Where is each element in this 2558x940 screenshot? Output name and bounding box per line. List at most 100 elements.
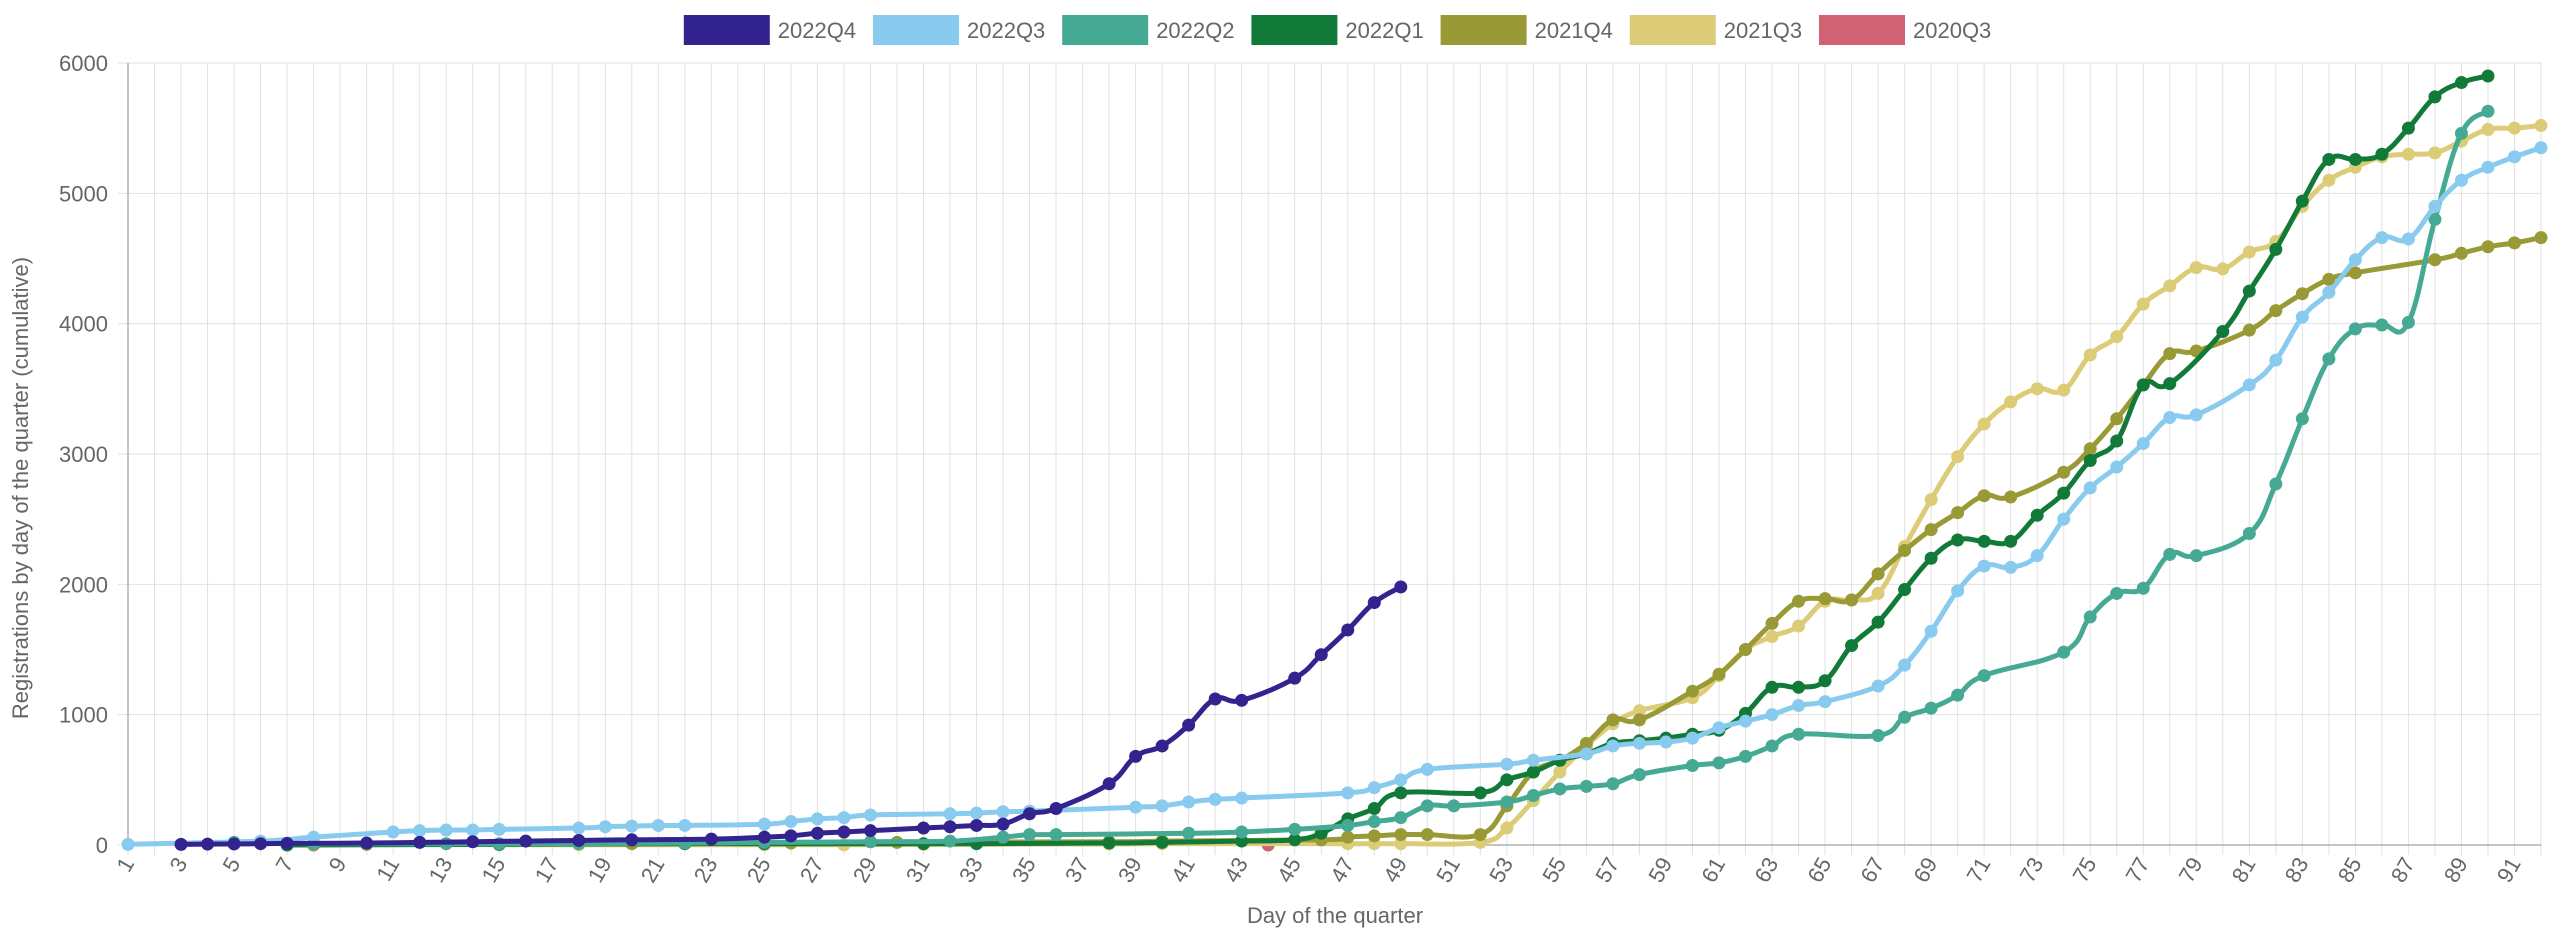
data-point[interactable] <box>784 815 798 829</box>
data-point[interactable] <box>2295 194 2309 208</box>
data-point[interactable] <box>1632 768 1646 782</box>
data-point[interactable] <box>1606 739 1620 753</box>
data-point[interactable] <box>1871 615 1885 629</box>
data-point[interactable] <box>2295 412 2309 426</box>
data-point[interactable] <box>863 824 877 838</box>
data-point[interactable] <box>2375 318 2389 332</box>
data-point[interactable] <box>2454 126 2468 140</box>
data-point[interactable] <box>2481 160 2495 174</box>
data-point[interactable] <box>2454 76 2468 90</box>
data-point[interactable] <box>2216 324 2230 338</box>
data-point[interactable] <box>2507 121 2521 135</box>
data-point[interactable] <box>2004 490 2018 504</box>
data-point[interactable] <box>2216 262 2230 276</box>
data-point[interactable] <box>1394 580 1408 594</box>
data-point[interactable] <box>1924 624 1938 638</box>
data-point[interactable] <box>2189 261 2203 275</box>
data-point[interactable] <box>439 823 453 837</box>
data-point[interactable] <box>837 825 851 839</box>
data-point[interactable] <box>572 833 586 847</box>
data-point[interactable] <box>2295 310 2309 324</box>
data-point[interactable] <box>1235 834 1249 848</box>
data-point[interactable] <box>1500 795 1514 809</box>
data-point[interactable] <box>2481 240 2495 254</box>
data-point[interactable] <box>837 811 851 825</box>
data-point[interactable] <box>2057 486 2071 500</box>
data-point[interactable] <box>2401 232 2415 246</box>
data-point[interactable] <box>1924 523 1938 537</box>
data-point[interactable] <box>2030 382 2044 396</box>
data-point[interactable] <box>1447 799 1461 813</box>
data-point[interactable] <box>1473 828 1487 842</box>
data-point[interactable] <box>2136 378 2150 392</box>
data-point[interactable] <box>1367 596 1381 610</box>
data-point[interactable] <box>810 812 824 826</box>
data-point[interactable] <box>2057 465 2071 479</box>
data-point[interactable] <box>360 836 374 850</box>
data-point[interactable] <box>1288 822 1302 836</box>
data-point[interactable] <box>1685 684 1699 698</box>
data-point[interactable] <box>1818 674 1832 688</box>
data-point[interactable] <box>280 836 294 850</box>
data-point[interactable] <box>2454 246 2468 260</box>
data-point[interactable] <box>2030 508 2044 522</box>
data-point[interactable] <box>2083 610 2097 624</box>
data-point[interactable] <box>2057 383 2071 397</box>
data-point[interactable] <box>1898 710 1912 724</box>
data-point[interactable] <box>2004 395 2018 409</box>
data-point[interactable] <box>1977 417 1991 431</box>
data-point[interactable] <box>1951 450 1965 464</box>
data-point[interactable] <box>1553 765 1567 779</box>
data-point[interactable] <box>1023 828 1037 842</box>
data-point[interactable] <box>2083 442 2097 456</box>
data-point[interactable] <box>1977 559 1991 573</box>
data-point[interactable] <box>466 835 480 849</box>
data-point[interactable] <box>254 837 268 851</box>
data-point[interactable] <box>1977 534 1991 548</box>
data-point[interactable] <box>307 830 321 844</box>
data-point[interactable] <box>2136 297 2150 311</box>
data-point[interactable] <box>2428 199 2442 213</box>
data-point[interactable] <box>2322 352 2336 366</box>
data-point[interactable] <box>1898 658 1912 672</box>
data-point[interactable] <box>492 822 506 836</box>
data-point[interactable] <box>2163 279 2177 293</box>
data-point[interactable] <box>1951 688 1965 702</box>
data-point[interactable] <box>2401 315 2415 329</box>
data-point[interactable] <box>2057 645 2071 659</box>
data-point[interactable] <box>996 817 1010 831</box>
data-point[interactable] <box>863 835 877 849</box>
data-point[interactable] <box>1155 799 1169 813</box>
data-point[interactable] <box>1977 669 1991 683</box>
data-point[interactable] <box>1632 704 1646 718</box>
data-point[interactable] <box>1739 714 1753 728</box>
data-point[interactable] <box>2428 146 2442 160</box>
data-point[interactable] <box>1049 802 1063 816</box>
data-point[interactable] <box>2057 512 2071 526</box>
data-point[interactable] <box>863 808 877 822</box>
data-point[interactable] <box>1526 788 1540 802</box>
data-point[interactable] <box>2481 69 2495 83</box>
data-point[interactable] <box>1898 583 1912 597</box>
data-point[interactable] <box>2322 285 2336 299</box>
data-point[interactable] <box>2401 121 2415 135</box>
data-point[interactable] <box>916 821 930 835</box>
data-point[interactable] <box>757 817 771 831</box>
legend-item-2022Q3[interactable]: 2022Q3 <box>873 15 1045 45</box>
data-point[interactable] <box>201 837 215 851</box>
data-point[interactable] <box>1765 739 1779 753</box>
data-point[interactable] <box>2375 147 2389 161</box>
data-point[interactable] <box>1235 791 1249 805</box>
data-point[interactable] <box>2348 266 2362 280</box>
data-point[interactable] <box>1792 594 1806 608</box>
data-point[interactable] <box>1500 757 1514 771</box>
data-point[interactable] <box>1845 593 1859 607</box>
data-point[interactable] <box>2004 534 2018 548</box>
data-point[interactable] <box>413 824 427 838</box>
data-point[interactable] <box>1765 708 1779 722</box>
data-point[interactable] <box>1871 567 1885 581</box>
data-point[interactable] <box>2083 454 2097 468</box>
data-point[interactable] <box>1898 543 1912 557</box>
data-point[interactable] <box>2401 147 2415 161</box>
data-point[interactable] <box>1977 489 1991 503</box>
